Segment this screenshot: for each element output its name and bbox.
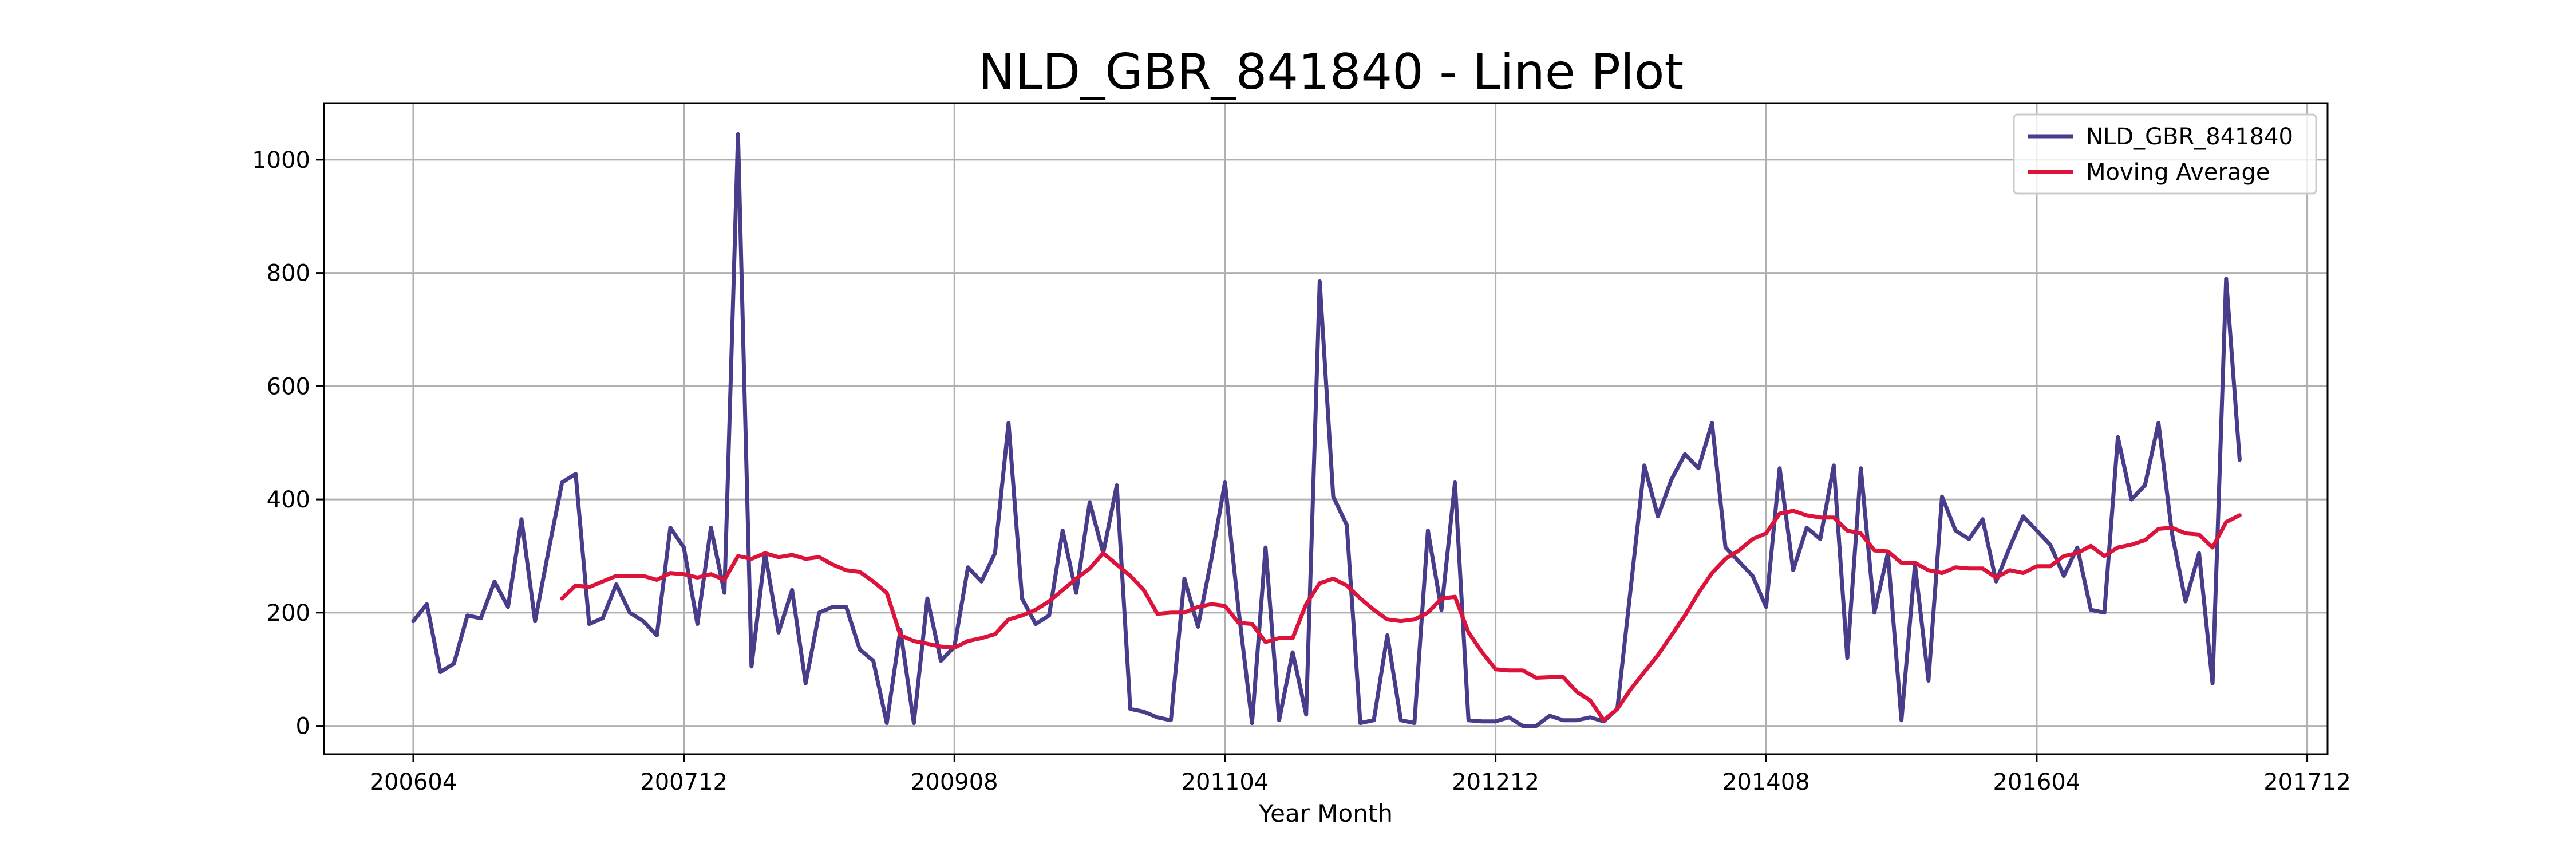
x-tick-label: 201604 (1993, 769, 2081, 795)
x-tick-label: 201212 (1452, 769, 1539, 795)
y-tick-label: 0 (296, 714, 310, 740)
y-tick-label: 400 (267, 487, 310, 513)
series-lines (411, 132, 2242, 728)
series-line-moving-average (560, 509, 2242, 723)
x-axis-label: Year Month (1258, 799, 1393, 828)
x-axis-ticks: 200604 200712 200908 201104 201212 201408 2016… (370, 754, 2351, 795)
x-tick-label: 200604 (370, 769, 457, 795)
legend-label: Moving Average (2086, 159, 2270, 186)
y-tick-label: 600 (267, 373, 310, 400)
x-tick-label: 201408 (1722, 769, 1810, 795)
plot-frame (323, 102, 2329, 755)
x-tick-label: 200712 (640, 769, 728, 795)
y-tick-label: 800 (267, 261, 310, 287)
chart-title: NLD_GBR_841840 - Line Plot (978, 44, 1684, 101)
legend-label: NLD_GBR_841840 (2086, 124, 2293, 150)
x-tick-label: 200908 (911, 769, 998, 795)
grid (324, 103, 2328, 754)
series-line-nld-gbr-841840 (411, 132, 2242, 728)
x-tick-label: 201104 (1182, 769, 1269, 795)
x-tick-label: 201712 (2263, 769, 2351, 795)
y-tick-label: 1000 (252, 147, 310, 174)
y-tick-label: 200 (267, 600, 310, 626)
y-axis-ticks: 0 200 400 600 800 1000 (252, 147, 324, 740)
legend-entries: NLD_GBR_841840 Moving Average (2028, 124, 2293, 186)
legend-box (2013, 113, 2317, 195)
legend[interactable]: NLD_GBR_841840 Moving Average (2013, 113, 2317, 195)
